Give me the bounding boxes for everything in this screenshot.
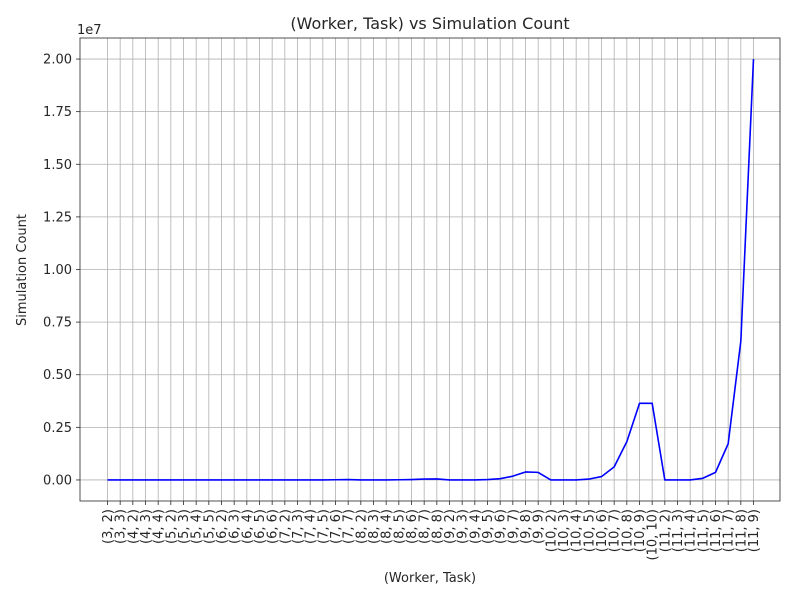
x-tick-label: (9, 4) (468, 509, 483, 544)
x-tick-label: (11, 7) (722, 509, 737, 552)
x-tick-label: (7, 6) (329, 509, 344, 544)
x-tick-label: (10, 7) (608, 509, 623, 552)
y-tick-label: 2.00 (43, 53, 72, 68)
x-tick-label: (4, 4) (152, 509, 167, 544)
y-tick-label: 1.00 (43, 263, 72, 278)
x-tick-label: (6, 3) (228, 509, 243, 544)
x-tick-label: (5, 4) (190, 509, 205, 544)
x-tick-label: (9, 7) (506, 509, 521, 544)
x-tick-label: (10, 6) (595, 509, 610, 552)
x-tick-label: (10, 10) (646, 509, 661, 561)
x-tick-label: (11, 9) (747, 509, 762, 552)
y-tick-label: 1.25 (43, 210, 72, 225)
x-tick-label: (6, 6) (266, 509, 281, 544)
x-tick-label: (11, 5) (696, 509, 711, 552)
x-tick-label: (9, 5) (481, 509, 496, 544)
x-tick-label: (4, 3) (139, 509, 154, 544)
x-tick-label: (5, 5) (202, 509, 217, 544)
x-tick-label: (3, 2) (101, 509, 116, 544)
x-axis-title: (Worker, Task) (384, 571, 476, 586)
y-tick-label: 1.50 (43, 158, 72, 173)
x-tick-label: (11, 2) (658, 509, 673, 552)
x-tick-label: (10, 5) (582, 509, 597, 552)
x-tick-label: (5, 3) (177, 509, 192, 544)
y-tick-label: 1.75 (43, 105, 72, 120)
x-tick-label: (7, 5) (316, 509, 331, 544)
series-line (107, 59, 755, 481)
x-tick-label: (11, 6) (709, 509, 724, 552)
x-tick-label: (7, 3) (291, 509, 306, 544)
x-tick-label: (9, 2) (443, 509, 458, 544)
x-tick-label: (9, 6) (494, 509, 509, 544)
x-tick-label: (7, 7) (342, 509, 357, 544)
x-tick-label: (8, 5) (392, 509, 407, 544)
axes: (3, 2)(3, 3)(4, 2)(4, 3)(4, 4)(5, 2)(5, … (43, 53, 762, 561)
series-line-group (107, 59, 755, 481)
x-tick-label: (10, 2) (544, 509, 559, 552)
y-axis-title: Simulation Count (15, 214, 30, 326)
x-tick-label: (11, 3) (671, 509, 686, 552)
x-tick-label: (10, 8) (620, 509, 635, 552)
chart-title: (Worker, Task) vs Simulation Count (290, 14, 569, 33)
x-tick-label: (8, 8) (430, 509, 445, 544)
x-tick-label: (7, 4) (304, 509, 319, 544)
x-tick-label: (8, 7) (418, 509, 433, 544)
x-tick-label: (6, 2) (215, 509, 230, 544)
y-tick-label: 0.00 (43, 473, 72, 488)
x-tick-label: (8, 2) (354, 509, 369, 544)
x-tick-label: (10, 4) (570, 509, 585, 552)
x-tick-label: (9, 3) (456, 509, 471, 544)
x-tick-label: (9, 9) (532, 509, 547, 544)
x-tick-label: (10, 3) (557, 509, 572, 552)
grid (80, 38, 780, 501)
x-tick-label: (9, 8) (519, 509, 534, 544)
x-tick-label: (10, 9) (633, 509, 648, 552)
x-tick-label: (11, 4) (684, 509, 699, 552)
y-tick-label: 0.25 (43, 421, 72, 436)
x-tick-label: (6, 4) (240, 509, 255, 544)
x-tick-label: (3, 3) (114, 509, 129, 544)
x-tick-label: (6, 5) (253, 509, 268, 544)
x-tick-label: (4, 2) (126, 509, 141, 544)
y-tick-label: 0.75 (43, 316, 72, 331)
x-tick-label: (8, 6) (405, 509, 420, 544)
x-tick-label: (8, 4) (380, 509, 395, 544)
y-axis-offset-label: 1e7 (77, 23, 102, 38)
x-tick-label: (5, 2) (164, 509, 179, 544)
plot-frame (79, 37, 781, 502)
x-tick-label: (11, 8) (734, 509, 749, 552)
x-tick-label: (7, 2) (278, 509, 293, 544)
x-tick-label: (8, 3) (367, 509, 382, 544)
y-tick-label: 0.50 (43, 368, 72, 383)
